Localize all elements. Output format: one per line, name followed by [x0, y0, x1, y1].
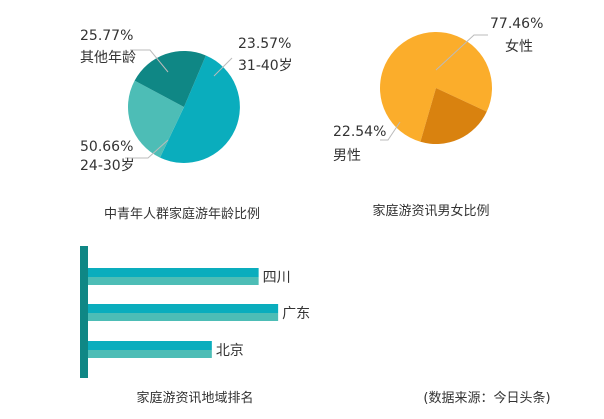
source-note: (数据来源：今日头条) — [423, 390, 550, 406]
pie-chart-gender: 77.46% 女性 22.54% 男性 家庭游资讯男女比例 — [333, 16, 543, 219]
bar-sichuan-bottom — [88, 277, 259, 285]
bar-label-beijing: 北京 — [216, 343, 244, 359]
pie-age-value-24-30: 50.66% — [80, 139, 133, 155]
pie-slice-female — [379, 31, 492, 142]
pie-gender-label-female: 女性 — [505, 38, 533, 55]
bar-guangdong-top — [88, 304, 279, 313]
bar-chart-axis-bar — [80, 246, 88, 378]
leader-line-male — [380, 121, 401, 141]
pie-slice-male — [420, 88, 487, 144]
pie-slice-31-40 — [134, 50, 206, 107]
leader-line-31-40 — [213, 57, 233, 77]
leader-line-other — [130, 49, 169, 73]
pie-gender-value-female: 77.46% — [490, 16, 543, 32]
pie-gender-leader-lines — [380, 34, 488, 141]
leader-line-female — [435, 34, 488, 71]
bar-sichuan-top — [88, 268, 259, 277]
pie-age-label-31-40: 31-40岁 — [238, 58, 293, 74]
bar-chart-bars — [88, 268, 279, 358]
pie-slice-other — [127, 80, 184, 158]
pie-gender-label-male: 男性 — [333, 148, 361, 164]
pie-slice-24-30 — [160, 55, 240, 163]
pie-age-title: 中青年人群家庭游年龄比例 — [104, 206, 260, 222]
bar-guangdong-bottom — [88, 313, 279, 321]
pie-gender-value-male: 22.54% — [333, 124, 386, 140]
pie-age-value-other: 25.77% — [80, 28, 133, 44]
bar-beijing-bottom — [88, 350, 212, 358]
bar-label-guangdong: 广东 — [282, 306, 310, 322]
pie-age-label-24-30: 24-30岁 — [80, 158, 135, 174]
pie-chart-age: 50.66% 24-30岁 25.77% 其他年龄 23.57% 31-40岁 … — [80, 28, 293, 222]
pie-age-value-31-40: 23.57% — [238, 36, 291, 52]
bar-chart-title: 家庭游资讯地域排名 — [136, 390, 253, 406]
pie-gender-slices — [379, 31, 492, 144]
bar-beijing-top — [88, 341, 212, 350]
pie-age-label-other: 其他年龄 — [80, 50, 136, 66]
pie-age-leader-lines — [125, 49, 233, 159]
pie-age-slices — [127, 50, 240, 163]
bar-label-sichuan: 四川 — [263, 270, 291, 286]
pie-gender-title: 家庭游资讯男女比例 — [372, 203, 489, 219]
leader-line-24-30 — [125, 139, 169, 159]
